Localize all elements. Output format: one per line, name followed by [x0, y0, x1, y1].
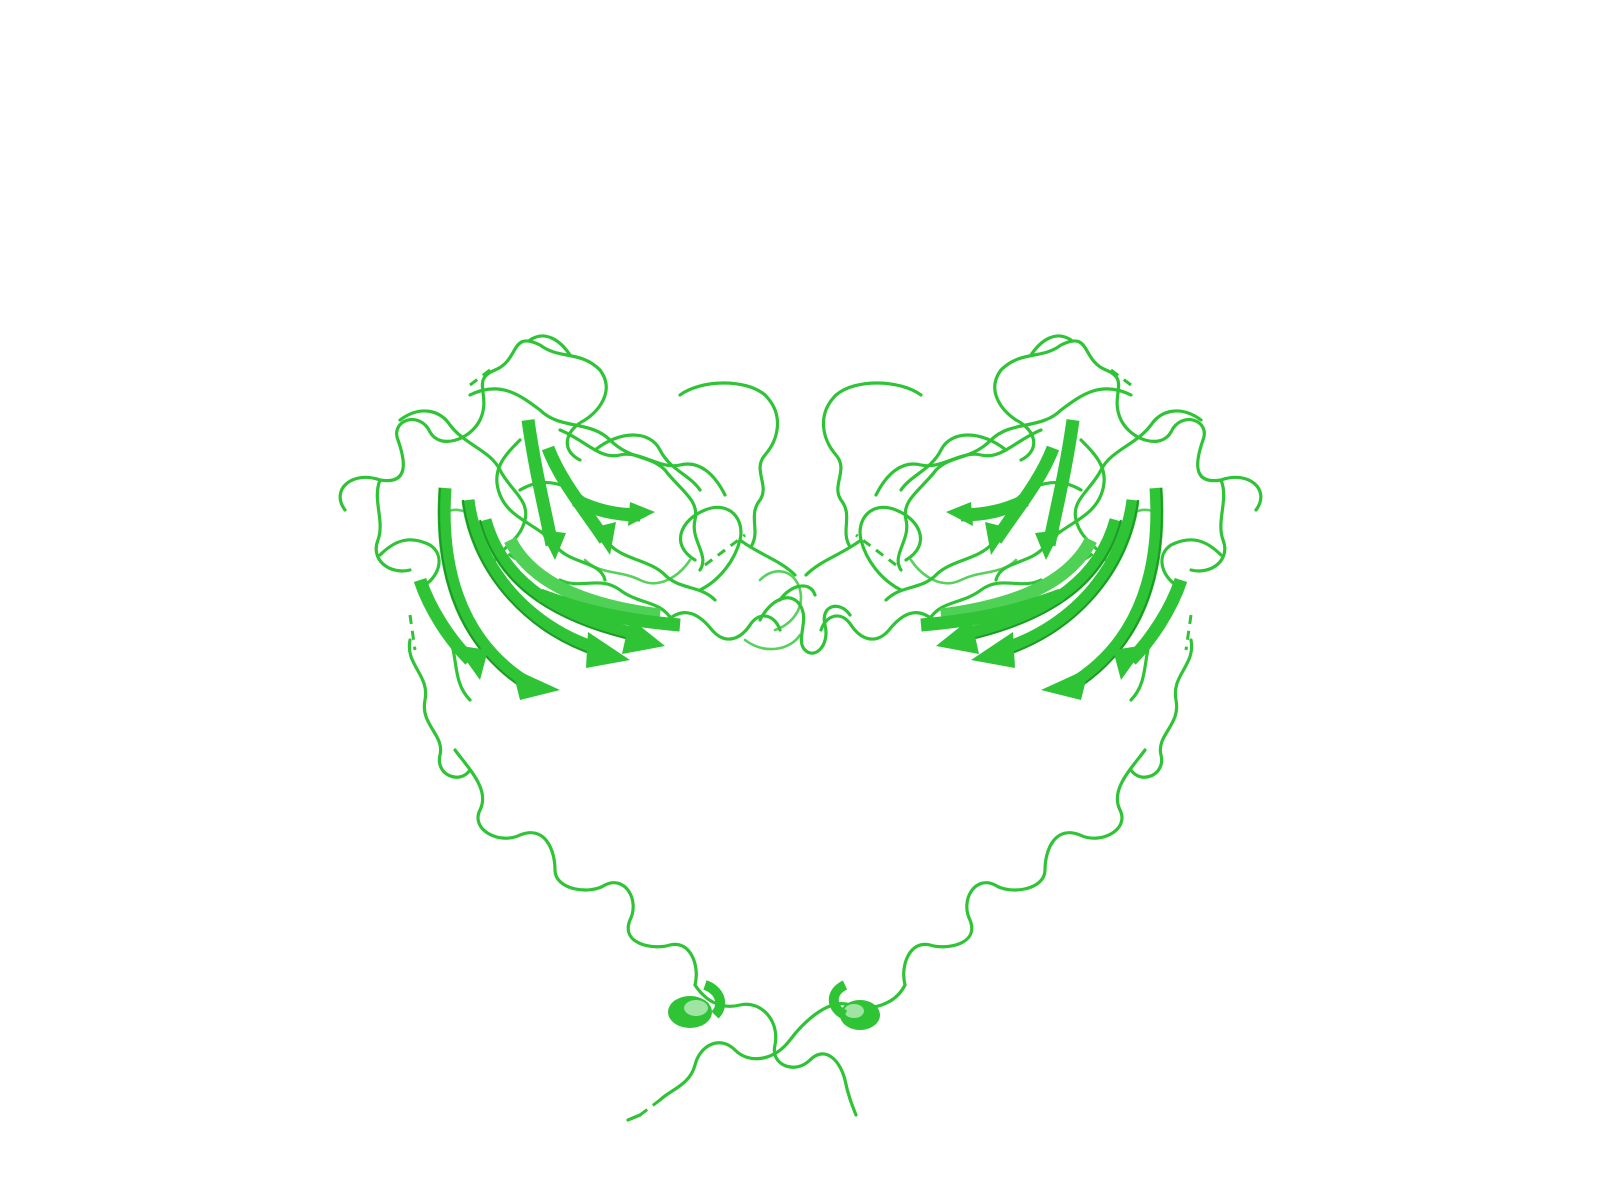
left-domain-loops: [338, 334, 803, 779]
right-beta-sheet: [920, 419, 1188, 700]
central-linker: [743, 584, 852, 655]
linker-loops: [453, 748, 1147, 987]
c-terminal-helices: [626, 980, 907, 1122]
left-domain: [338, 334, 803, 779]
left-beta-sheet: [413, 419, 681, 700]
right-domain: [804, 334, 1263, 779]
right-domain-loops: [804, 334, 1263, 779]
